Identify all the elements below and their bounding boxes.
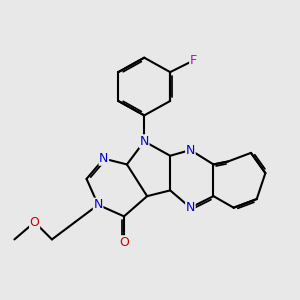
Text: N: N (186, 143, 195, 157)
Text: N: N (140, 135, 149, 148)
Text: N: N (99, 152, 109, 165)
Text: O: O (119, 236, 129, 249)
Text: N: N (93, 198, 103, 211)
Text: O: O (30, 216, 40, 229)
Text: F: F (190, 54, 197, 67)
Text: N: N (186, 201, 195, 214)
